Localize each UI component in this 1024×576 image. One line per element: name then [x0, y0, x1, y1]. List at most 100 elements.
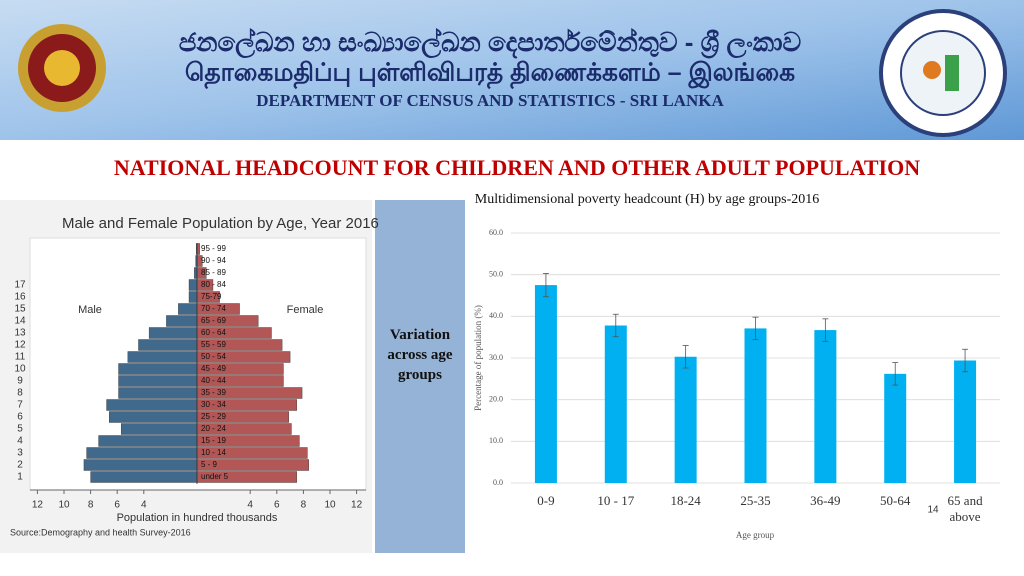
male-bar	[83, 459, 198, 471]
x-tick-label-box: 18-24	[670, 493, 701, 508]
x-tick-label-box: 36-49	[810, 493, 841, 508]
male-bar	[86, 447, 198, 459]
male-bar	[118, 375, 198, 387]
male-bar	[120, 423, 198, 435]
legend-label: Male	[78, 304, 102, 316]
x-tick-label: 6	[114, 500, 120, 511]
age-label: 30 - 34	[201, 400, 226, 409]
y-tick-label: 10.0	[489, 436, 503, 445]
row-label: 9	[17, 376, 23, 387]
x-tick-label: 36-49	[810, 493, 841, 508]
age-label: 90 - 94	[201, 256, 226, 265]
x-tick-label: 10	[324, 500, 336, 511]
age-label: 60 - 64	[201, 328, 226, 337]
row-label: 14	[14, 316, 26, 327]
row-label: 5	[17, 424, 23, 435]
slide-title: NATIONAL HEADCOUNT FOR CHILDREN AND OTHE…	[114, 155, 920, 180]
male-bar	[178, 303, 198, 315]
row-label: 16	[14, 292, 26, 303]
x-tick-label: 25-35	[740, 493, 771, 508]
x-axis-label: Population in hundred thousands	[117, 512, 278, 524]
x-tick-label: 6	[274, 500, 280, 511]
pyramid-title: Male and Female Population by Age, Year …	[62, 215, 379, 232]
age-label: under 5	[201, 472, 229, 481]
age-label: 15 - 19	[201, 436, 226, 445]
male-bar	[106, 399, 198, 411]
y-tick-label: 40.0	[489, 311, 503, 320]
source-note: Source:Demography and health Survey-2016	[10, 527, 191, 537]
age-label: 10 - 14	[201, 448, 226, 457]
bar	[884, 373, 907, 483]
side-box	[375, 200, 465, 553]
age-label: 95 - 99	[201, 244, 226, 253]
x-tick-label: 10 - 17	[597, 493, 635, 508]
header-english: DEPARTMENT OF CENSUS AND STATISTICS - SR…	[256, 91, 724, 110]
row-label: 10	[14, 364, 26, 375]
age-label: 55 - 59	[201, 340, 226, 349]
male-bar	[138, 339, 198, 351]
emblem-logo	[18, 24, 106, 112]
age-label: 80 - 84	[201, 280, 226, 289]
x-axis-label: Age group	[736, 530, 775, 540]
row-label: 7	[17, 400, 23, 411]
male-bar	[90, 471, 198, 483]
male-bar	[166, 315, 198, 327]
male-bar	[118, 363, 198, 375]
age-label: 45 - 49	[201, 364, 226, 373]
x-tick-label: 4	[247, 500, 253, 511]
chart-title: Multidimensional poverty headcount (H) b…	[475, 192, 819, 207]
row-label: 2	[17, 460, 23, 471]
header-tamil: தொகைமதிப்பு புள்ளிவிபரத் திணைக்களம் – இல…	[185, 59, 795, 90]
x-tick-label-box: 50-64	[880, 493, 911, 508]
row-label: 8	[17, 388, 23, 399]
legend-label: Female	[287, 304, 324, 316]
row-label: 15	[14, 304, 26, 315]
row-label: 6	[17, 412, 23, 423]
x-tick-label-box: 10 - 17	[597, 493, 635, 508]
row-label: 12	[14, 340, 26, 351]
y-tick-label: 20.0	[489, 394, 503, 403]
x-tick-label: 8	[301, 500, 307, 511]
y-tick-label: 30.0	[489, 353, 503, 362]
age-label: 5 - 9	[201, 460, 218, 469]
row-label: 11	[15, 352, 26, 363]
x-tick-label-box: 65 and above	[948, 493, 983, 524]
side-note: Variation across age groups	[387, 327, 453, 383]
bar	[534, 285, 557, 483]
male-bar	[127, 351, 198, 363]
y-axis-label: Percentage of population (%)	[473, 305, 483, 411]
bar	[674, 356, 697, 483]
age-label: 65 - 69	[201, 316, 226, 325]
age-label: 70 - 74	[201, 304, 226, 313]
banner	[0, 0, 1024, 140]
age-label: 25 - 29	[201, 412, 226, 421]
x-tick-label: 0-9	[537, 493, 555, 508]
age-label: 85 - 89	[201, 268, 226, 277]
header-sinhala: ජනලේඛන හා සංඛ්‍යාලේඛන දෙපාර්තමේන්තුව - ශ…	[179, 27, 802, 60]
x-tick-label-box: 25-35	[740, 493, 771, 508]
age-label: 50 - 54	[201, 352, 226, 361]
x-tick-label-box: 0-9	[537, 493, 555, 508]
side-note-box: Variation across age groups	[387, 327, 453, 383]
male-bar	[98, 435, 198, 447]
x-tick-label: 12	[32, 500, 44, 511]
male-bar	[148, 327, 198, 339]
male-bar	[188, 291, 198, 303]
male-bar	[109, 411, 198, 423]
y-tick-label: 0.0	[493, 478, 503, 487]
x-tick-label: 4	[141, 500, 147, 511]
male-bar	[188, 279, 198, 291]
x-tick-label: 18-24	[670, 493, 701, 508]
bar	[814, 330, 837, 483]
age-label: 35 - 39	[201, 388, 226, 397]
bar	[744, 328, 767, 483]
page-number: 14	[927, 505, 939, 516]
row-label: 4	[17, 436, 23, 447]
row-label: 3	[17, 448, 23, 459]
census-logo	[879, 9, 1007, 137]
row-label: 1	[17, 472, 23, 483]
x-tick-label: 50-64	[880, 493, 911, 508]
bar	[604, 325, 627, 483]
